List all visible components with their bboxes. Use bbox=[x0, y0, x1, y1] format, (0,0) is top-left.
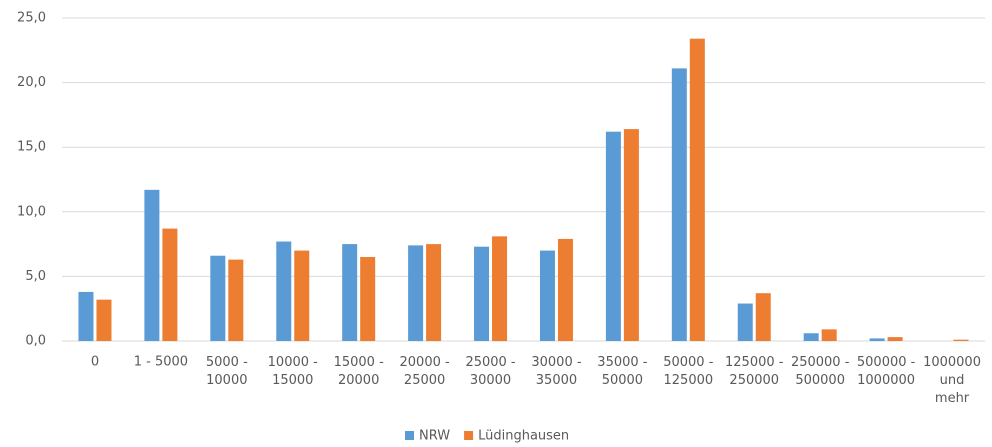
bar bbox=[755, 293, 771, 341]
bar bbox=[671, 68, 687, 341]
legend-swatch bbox=[405, 431, 414, 440]
x-tick-label: 0 bbox=[91, 355, 99, 370]
bar bbox=[539, 250, 555, 341]
bar bbox=[342, 244, 358, 341]
bar bbox=[803, 333, 819, 341]
x-tick-label: 250000 -500000 bbox=[791, 355, 850, 388]
bar bbox=[360, 257, 376, 341]
x-tick-label: 500000 -1000000 bbox=[857, 355, 916, 388]
y-tick-label: 20,0 bbox=[17, 75, 46, 90]
x-tick-label: 20000 -25000 bbox=[400, 355, 450, 388]
x-tick-label: 35000 -50000 bbox=[597, 355, 647, 388]
x-tick-label: 5000 -10000 bbox=[206, 355, 248, 388]
bar bbox=[294, 250, 310, 341]
bar bbox=[689, 38, 705, 342]
bar bbox=[887, 337, 903, 341]
y-tick-label: 5,0 bbox=[25, 269, 46, 284]
bar bbox=[474, 246, 490, 341]
bar bbox=[557, 238, 573, 341]
bar bbox=[144, 189, 160, 341]
x-tick-label: 1 - 5000 bbox=[134, 355, 188, 370]
y-tick-label: 25,0 bbox=[17, 11, 46, 26]
bar bbox=[737, 303, 753, 341]
legend-swatch bbox=[464, 431, 474, 440]
bar bbox=[228, 259, 244, 341]
bar bbox=[276, 241, 292, 341]
bar bbox=[821, 329, 837, 341]
y-tick-label: 15,0 bbox=[17, 140, 46, 155]
x-tick-label: 125000 -250000 bbox=[725, 355, 784, 388]
bar bbox=[96, 299, 112, 341]
x-tick-label: 15000 -20000 bbox=[334, 355, 384, 388]
bar bbox=[162, 228, 178, 341]
bar bbox=[408, 245, 424, 341]
bar bbox=[953, 339, 969, 341]
x-tick-label: 1000000 und mehr bbox=[923, 355, 981, 406]
y-tick-label: 10,0 bbox=[17, 204, 46, 219]
bar bbox=[210, 255, 226, 341]
bar bbox=[492, 236, 508, 341]
bar bbox=[426, 244, 442, 341]
x-tick-label: 30000 -35000 bbox=[531, 355, 581, 388]
bar bbox=[869, 338, 885, 341]
legend-label: NRW bbox=[419, 429, 450, 444]
x-tick-label: 50000 -125000 bbox=[663, 355, 713, 388]
x-tick-label: 25000 -30000 bbox=[465, 355, 515, 388]
y-tick-label: 0,0 bbox=[25, 334, 46, 349]
bar bbox=[78, 291, 94, 341]
legend-label: Lüdinghausen bbox=[478, 429, 569, 444]
bar bbox=[623, 129, 639, 341]
bar bbox=[605, 131, 621, 341]
x-tick-label: 10000 -15000 bbox=[268, 355, 318, 388]
